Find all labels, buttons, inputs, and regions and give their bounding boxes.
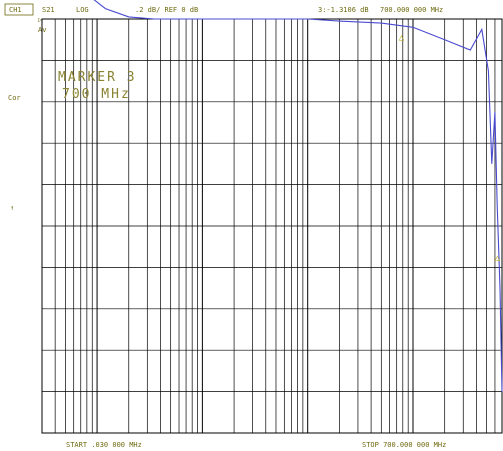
start-frequency-label: START .030 000 MHz — [66, 441, 142, 449]
marker-value-readout: 3:-1.3106 dB — [318, 6, 369, 14]
trace-marker: △ — [495, 254, 501, 264]
parameter-label: S21 — [42, 6, 55, 14]
correction-indicator: Cor — [8, 94, 21, 102]
trace-marker: △ — [399, 33, 405, 43]
marker-annotation-title: MARKER 3 — [58, 70, 137, 85]
marker-frequency-readout: 700.000 000 MHz — [380, 6, 443, 14]
s21-trace — [93, 0, 503, 392]
scale-reference-label: .2 dB/ REF 0 dB — [135, 6, 198, 14]
marker-annotation-frequency: 700 MHz — [62, 87, 131, 102]
stop-frequency-label: STOP 700.000 000 MHz — [362, 441, 446, 449]
plot-grid — [41, 18, 503, 434]
trace-markers: △△ — [399, 33, 501, 264]
reference-position-arrow: ▷ — [38, 16, 43, 24]
channel-box — [4, 3, 34, 16]
trigger-indicator: ↑ — [10, 204, 14, 212]
format-label: LOG — [76, 6, 89, 14]
channel-label: CH1 — [9, 6, 22, 14]
